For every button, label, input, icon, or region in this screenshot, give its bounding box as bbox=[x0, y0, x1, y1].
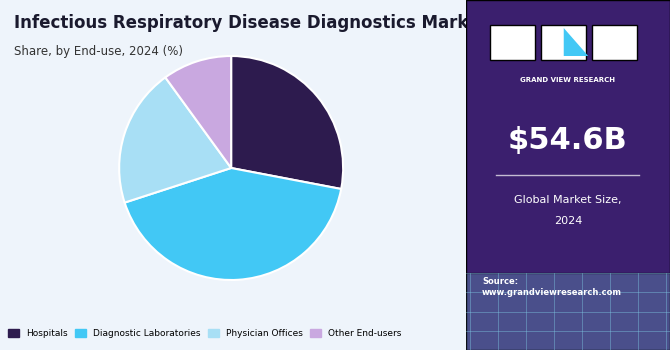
FancyBboxPatch shape bbox=[466, 273, 670, 350]
Wedge shape bbox=[125, 168, 341, 280]
Text: Share, by End-use, 2024 (%): Share, by End-use, 2024 (%) bbox=[14, 46, 183, 58]
Text: Global Market Size,: Global Market Size, bbox=[514, 195, 622, 204]
Wedge shape bbox=[231, 56, 343, 189]
Text: Source:
www.grandviewresearch.com: Source: www.grandviewresearch.com bbox=[482, 277, 622, 297]
Legend: Hospitals, Diagnostic Laboratories, Physician Offices, Other End-users: Hospitals, Diagnostic Laboratories, Phys… bbox=[5, 326, 405, 342]
FancyBboxPatch shape bbox=[466, 0, 670, 350]
FancyBboxPatch shape bbox=[541, 25, 586, 60]
Polygon shape bbox=[563, 28, 588, 56]
Text: $54.6B: $54.6B bbox=[508, 126, 628, 154]
Text: GRAND VIEW RESEARCH: GRAND VIEW RESEARCH bbox=[521, 77, 615, 83]
Text: 2024: 2024 bbox=[553, 216, 582, 225]
Wedge shape bbox=[119, 77, 231, 203]
FancyBboxPatch shape bbox=[592, 25, 637, 60]
Text: Infectious Respiratory Disease Diagnostics Market: Infectious Respiratory Disease Diagnosti… bbox=[14, 14, 487, 32]
FancyBboxPatch shape bbox=[490, 25, 535, 60]
Wedge shape bbox=[165, 56, 231, 168]
